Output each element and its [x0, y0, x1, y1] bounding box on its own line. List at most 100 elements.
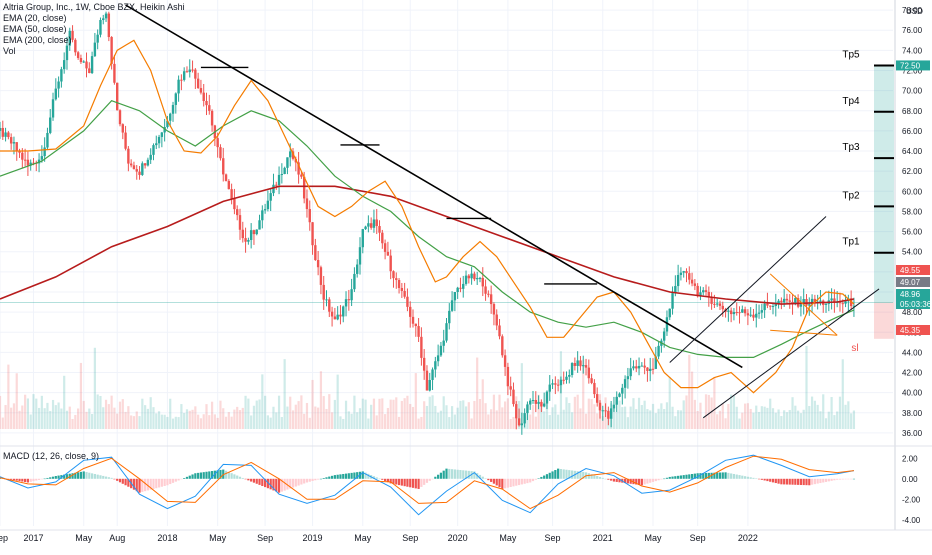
volume-bar	[319, 371, 323, 429]
candle	[90, 56, 94, 74]
volume-bar	[51, 399, 55, 429]
volume-bar	[386, 407, 389, 429]
macd-tick-label: 0.00	[902, 475, 918, 484]
macd-bar	[791, 478, 794, 485]
macd-bar	[7, 478, 10, 480]
candle	[531, 400, 535, 402]
macd-bar	[423, 478, 426, 485]
macd-bar	[685, 474, 688, 479]
macd-bar	[713, 472, 716, 479]
candle	[68, 30, 71, 46]
candle	[40, 156, 44, 160]
macd-bar	[509, 478, 512, 488]
macd-bar	[169, 478, 172, 485]
volume-bar	[780, 416, 783, 429]
price-tick-label: 76.00	[902, 26, 923, 35]
candle	[49, 117, 52, 133]
grid	[0, 0, 893, 526]
candle	[690, 279, 694, 284]
macd-bar	[102, 475, 105, 479]
volume-bar	[342, 418, 345, 429]
legend-ema50: EMA (50, close)	[3, 24, 67, 34]
macd-bar	[300, 478, 303, 485]
volume-bar	[283, 359, 286, 429]
candle	[102, 18, 105, 21]
candle	[484, 286, 487, 294]
volume-bar	[824, 418, 828, 429]
macd-bar	[26, 478, 30, 483]
volume-bar	[208, 415, 211, 429]
macd-bar	[149, 478, 152, 490]
candle	[166, 120, 169, 128]
candle	[194, 69, 197, 79]
volume-bar	[693, 399, 696, 429]
volume-bar	[82, 400, 85, 429]
candle	[364, 226, 367, 230]
candle	[651, 368, 655, 370]
candle	[342, 306, 345, 317]
candle	[202, 92, 205, 102]
volume-bar	[755, 405, 758, 429]
target-label: Tp1	[842, 237, 860, 248]
macd-bar	[99, 475, 102, 479]
volume-bar	[197, 414, 200, 429]
volume-bar	[657, 408, 660, 429]
volume-bar	[637, 397, 641, 429]
macd-bar	[730, 473, 733, 479]
candle	[587, 367, 591, 379]
volume-bar	[473, 400, 476, 429]
candle	[595, 394, 599, 403]
candle	[99, 20, 102, 35]
candle	[107, 13, 111, 38]
macd-bar	[289, 478, 292, 489]
volume-bar	[367, 418, 370, 429]
macd-bar	[40, 478, 43, 480]
macd-bar	[743, 476, 747, 479]
macd-bar	[615, 478, 618, 482]
volume-bar	[766, 407, 769, 429]
macd-bar	[665, 477, 669, 479]
macd-bar	[523, 478, 526, 484]
volume-bar	[121, 399, 124, 429]
macd-bar	[531, 478, 535, 482]
candle	[0, 127, 2, 131]
price-tick-label: 48.00	[902, 308, 923, 317]
candle	[824, 303, 828, 305]
macd-bar	[445, 468, 448, 479]
macd-bar	[166, 478, 169, 486]
volume-bar	[71, 418, 74, 429]
volume-bar	[735, 406, 738, 429]
candle	[632, 366, 635, 369]
candle	[185, 71, 189, 73]
candle	[397, 280, 401, 289]
candle	[609, 408, 613, 419]
macd-bar	[392, 478, 395, 484]
volume-bar	[236, 406, 239, 429]
volume-bar	[785, 412, 789, 429]
volume-bar	[534, 416, 537, 429]
candle	[18, 150, 21, 153]
volume-bar	[612, 406, 616, 429]
candle	[841, 303, 844, 305]
candle	[330, 311, 334, 317]
macd-bar	[442, 470, 445, 479]
volume-bar	[757, 411, 761, 429]
candle	[540, 401, 543, 407]
volume-bar	[763, 406, 766, 429]
volume-bar	[738, 418, 741, 429]
candle	[57, 81, 60, 89]
macd-bar	[570, 470, 574, 479]
candle	[339, 314, 342, 317]
macd-bar	[266, 478, 269, 489]
candle	[51, 99, 55, 118]
volume-bar	[520, 363, 523, 429]
chart-legend: Altria Group, Inc., 1W, Cboe BZX, Heikin…	[3, 2, 185, 57]
price-tick-label: 62.00	[902, 167, 923, 176]
macd-bar	[155, 478, 158, 489]
macd-bar	[487, 478, 490, 481]
candle	[794, 298, 797, 305]
macd-bar	[816, 478, 819, 484]
price-badge	[896, 265, 930, 275]
volume-bar	[406, 395, 409, 429]
volume-bar	[682, 400, 685, 429]
